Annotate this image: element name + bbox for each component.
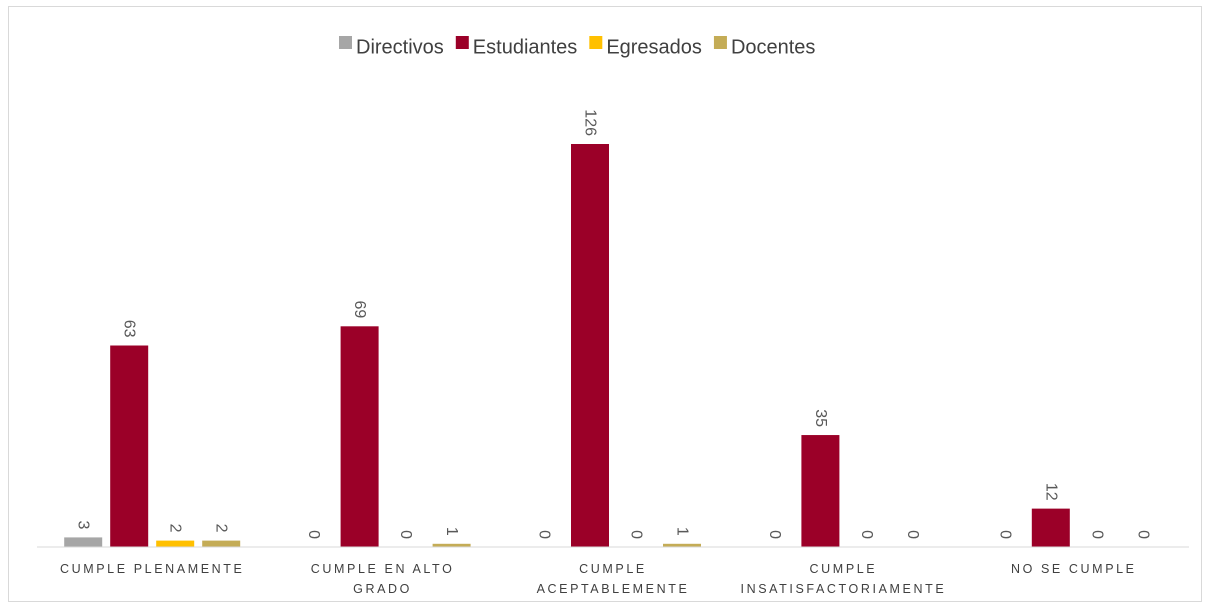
- legend-item: Egresados: [589, 36, 702, 58]
- data-label: 0: [858, 530, 875, 539]
- data-label: 35: [812, 409, 829, 427]
- category-label: ACEPTABLEMENTE: [537, 582, 690, 596]
- data-label: 1: [443, 527, 460, 536]
- data-label: 0: [904, 530, 921, 539]
- data-label: 0: [628, 530, 645, 539]
- data-label: 2: [167, 524, 184, 533]
- legend: Directivos Estudiantes Egresados Docentes: [339, 36, 815, 58]
- bars: [64, 144, 1070, 547]
- data-label: 3: [75, 520, 92, 529]
- legend-label: Directivos: [356, 36, 444, 58]
- bar: [571, 144, 609, 547]
- data-label: 1: [674, 527, 691, 536]
- data-label: 0: [536, 530, 553, 539]
- category-label: NO SE CUMPLE: [1011, 562, 1137, 576]
- legend-swatch: [455, 36, 469, 49]
- data-label: 2: [213, 524, 230, 533]
- legend-item: Directivos: [339, 36, 444, 58]
- bar: [202, 540, 241, 547]
- legend-swatch: [589, 36, 603, 49]
- bar: [432, 543, 471, 547]
- data-label: 12: [1042, 483, 1059, 501]
- category-label: CUMPLE PLENAMENTE: [60, 562, 245, 576]
- legend-label: Docentes: [731, 36, 816, 58]
- data-label: 63: [121, 320, 138, 338]
- bar-chart: Directivos Estudiantes Egresados Docentes 3…: [37, 36, 1189, 596]
- category-label: CUMPLE: [579, 562, 647, 576]
- data-label: 0: [996, 530, 1013, 539]
- legend-item: Docentes: [713, 36, 816, 58]
- category-label: GRADO: [353, 582, 412, 596]
- bar: [156, 540, 195, 547]
- legend-label: Egresados: [606, 36, 702, 58]
- legend-label: Estudiantes: [473, 36, 578, 58]
- category-labels: CUMPLE PLENAMENTE CUMPLE EN ALTO GRADO CUMP…: [60, 562, 1137, 596]
- category-label: INSATISFACTORIAMENTE: [741, 582, 947, 596]
- data-label: 0: [766, 530, 783, 539]
- legend-swatch: [713, 36, 727, 49]
- chart-frame: Directivos Estudiantes Egresados Docentes 3…: [8, 6, 1202, 602]
- bar: [1031, 508, 1070, 547]
- legend-item: Estudiantes: [455, 36, 578, 58]
- data-label: 69: [351, 301, 368, 319]
- category-label: CUMPLE EN ALTO: [311, 562, 455, 576]
- bar: [110, 345, 149, 547]
- data-label: 0: [1134, 530, 1151, 539]
- category-label: CUMPLE: [810, 562, 878, 576]
- data-label: 0: [1088, 530, 1105, 539]
- data-label: 0: [305, 530, 322, 539]
- bar: [64, 537, 103, 547]
- legend-swatch: [339, 36, 352, 49]
- data-label: 126: [582, 109, 599, 136]
- bar: [801, 435, 840, 547]
- bar: [663, 543, 701, 547]
- data-label: 0: [397, 530, 414, 539]
- data-labels: 3 63 2 2 0 69 0 1 0 126 0 1 0 35 0 0 0 12 0 0: [75, 109, 1152, 539]
- bar: [340, 326, 379, 547]
